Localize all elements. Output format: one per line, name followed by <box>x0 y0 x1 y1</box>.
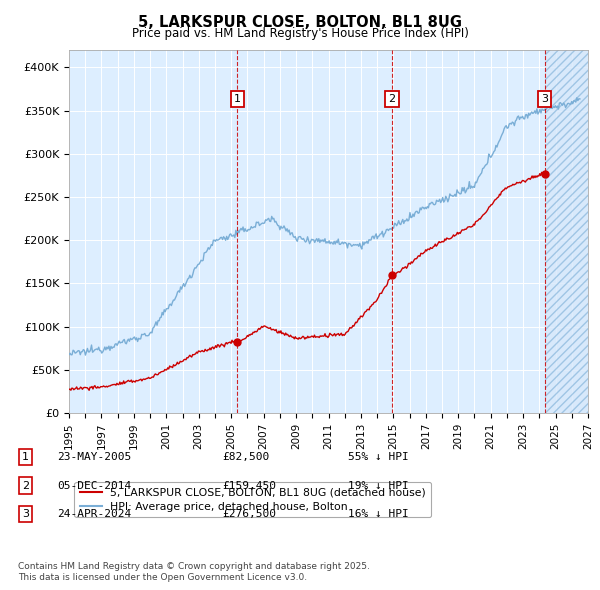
Text: Contains HM Land Registry data © Crown copyright and database right 2025.
This d: Contains HM Land Registry data © Crown c… <box>18 562 370 582</box>
Text: 3: 3 <box>541 94 548 104</box>
Text: 19% ↓ HPI: 19% ↓ HPI <box>348 481 409 490</box>
Text: 16% ↓ HPI: 16% ↓ HPI <box>348 509 409 519</box>
Bar <box>545 50 588 413</box>
Text: 2: 2 <box>389 94 395 104</box>
Text: 1: 1 <box>234 94 241 104</box>
Text: 23-MAY-2005: 23-MAY-2005 <box>57 453 131 462</box>
Text: 05-DEC-2014: 05-DEC-2014 <box>57 481 131 490</box>
Text: £159,450: £159,450 <box>222 481 276 490</box>
Text: 3: 3 <box>22 509 29 519</box>
Text: 24-APR-2024: 24-APR-2024 <box>57 509 131 519</box>
Text: 2: 2 <box>22 481 29 490</box>
Text: 55% ↓ HPI: 55% ↓ HPI <box>348 453 409 462</box>
Text: Price paid vs. HM Land Registry's House Price Index (HPI): Price paid vs. HM Land Registry's House … <box>131 27 469 40</box>
Legend: 5, LARKSPUR CLOSE, BOLTON, BL1 8UG (detached house), HPI: Average price, detache: 5, LARKSPUR CLOSE, BOLTON, BL1 8UG (deta… <box>74 482 431 517</box>
Text: £276,500: £276,500 <box>222 509 276 519</box>
Bar <box>545 50 588 413</box>
Text: 1: 1 <box>22 453 29 462</box>
Text: £82,500: £82,500 <box>222 453 269 462</box>
Text: 5, LARKSPUR CLOSE, BOLTON, BL1 8UG: 5, LARKSPUR CLOSE, BOLTON, BL1 8UG <box>138 15 462 30</box>
